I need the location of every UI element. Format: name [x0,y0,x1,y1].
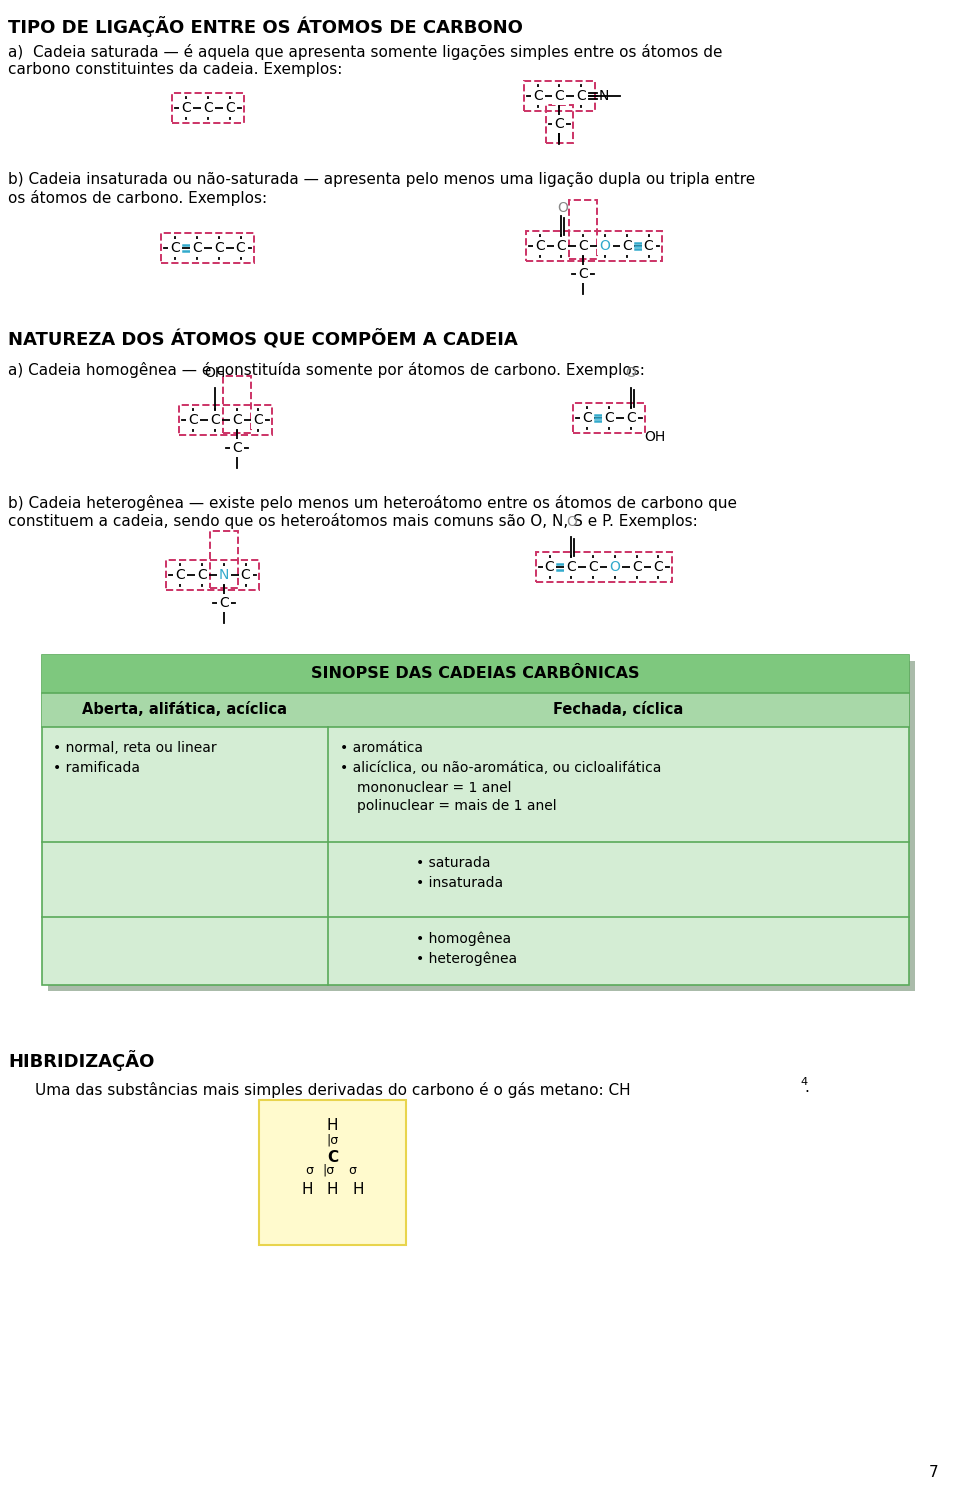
Text: σ: σ [305,1164,313,1178]
Text: Uma das substâncias mais simples derivadas do carbono é o gás metano: CH: Uma das substâncias mais simples derivad… [35,1083,631,1097]
Text: SINOPSE DAS CADEIAS CARBÔNICAS: SINOPSE DAS CADEIAS CARBÔNICAS [311,666,639,681]
Text: C: C [253,413,263,427]
FancyBboxPatch shape [48,662,915,990]
Text: C: C [557,239,566,253]
Text: C: C [204,101,213,114]
Text: C: C [197,568,206,581]
Text: C: C [236,241,246,254]
Text: 4: 4 [800,1077,807,1087]
Text: Fechada, cíclica: Fechada, cíclica [553,702,684,718]
Text: • homogênea: • homogênea [416,931,511,946]
Text: C: C [219,596,228,610]
Text: OH: OH [644,430,666,445]
Text: • ramificada: • ramificada [54,761,140,775]
Text: C: C [231,442,242,455]
Text: N: N [599,89,610,103]
Text: C: C [176,568,185,581]
Text: C: C [241,568,251,581]
Text: • saturada: • saturada [416,857,491,870]
Text: carbono constituintes da cadeia. Exemplos:: carbono constituintes da cadeia. Exemplo… [8,62,343,77]
Text: TIPO DE LIGAÇÃO ENTRE OS ÁTOMOS DE CARBONO: TIPO DE LIGAÇÃO ENTRE OS ÁTOMOS DE CARBO… [8,16,523,37]
Text: O: O [600,239,611,253]
Text: |σ: |σ [326,1133,339,1146]
Text: C: C [643,239,654,253]
Text: C: C [626,410,636,425]
Text: C: C [622,239,632,253]
FancyBboxPatch shape [41,654,909,693]
Text: N: N [219,568,229,581]
Text: Aberta, alifática, acíclica: Aberta, alifática, acíclica [83,702,287,718]
Text: H: H [327,1118,339,1133]
Text: NATUREZA DOS ÁTOMOS QUE COMPÕEM A CADEIA: NATUREZA DOS ÁTOMOS QUE COMPÕEM A CADEIA [8,330,517,349]
Text: O: O [625,366,636,381]
Text: C: C [544,561,555,574]
Text: a) Cadeia homogênea — é constituída somente por átomos de carbono. Exemplos:: a) Cadeia homogênea — é constituída some… [8,361,645,378]
Text: C: C [578,268,588,281]
Text: C: C [583,410,592,425]
Text: C: C [533,89,542,103]
Text: b) Cadeia insaturada ou não-saturada — apresenta pelo menos uma ligação dupla ou: b) Cadeia insaturada ou não-saturada — a… [8,172,756,187]
Text: • insaturada: • insaturada [416,876,503,891]
Text: H: H [352,1182,364,1197]
Text: C: C [170,241,180,254]
Text: O: O [565,515,577,529]
Text: os átomos de carbono. Exemplos:: os átomos de carbono. Exemplos: [8,190,267,207]
Text: constituem a cadeia, sendo que os heteroátomos mais comuns são O, N, S e P. Exem: constituem a cadeia, sendo que os hetero… [8,513,698,529]
Text: C: C [327,1149,338,1164]
FancyBboxPatch shape [41,693,909,727]
Text: C: C [654,561,663,574]
Text: C: C [632,561,641,574]
Text: C: C [210,413,220,427]
Text: C: C [566,561,576,574]
FancyBboxPatch shape [41,654,909,984]
Text: H: H [301,1182,313,1197]
Text: C: C [555,117,564,131]
Text: C: C [225,101,234,114]
Text: polinuclear = mais de 1 anel: polinuclear = mais de 1 anel [357,799,557,813]
Text: H: H [327,1182,339,1197]
Text: |σ: |σ [323,1164,335,1178]
FancyBboxPatch shape [259,1100,406,1245]
Text: b) Cadeia heterogênea — existe pelo menos um heteroátomo entre os átomos de carb: b) Cadeia heterogênea — existe pelo meno… [8,495,737,512]
Text: a)  Cadeia saturada — é aquela que apresenta somente ligações simples entre os á: a) Cadeia saturada — é aquela que aprese… [8,45,723,59]
Text: C: C [604,410,613,425]
Text: mononuclear = 1 anel: mononuclear = 1 anel [357,781,512,796]
Text: C: C [214,241,224,254]
Text: • heterogênea: • heterogênea [416,952,517,965]
Text: • normal, reta ou linear: • normal, reta ou linear [54,741,217,755]
Text: C: C [576,89,587,103]
Text: O: O [557,201,568,216]
Text: C: C [535,239,544,253]
Text: C: C [181,101,191,114]
Text: C: C [192,241,202,254]
Text: .: . [804,1080,809,1094]
Text: C: C [231,413,242,427]
Text: C: C [555,89,564,103]
Text: OH: OH [204,366,226,381]
Text: C: C [578,239,588,253]
Text: 7: 7 [929,1465,939,1480]
Text: HIBRIDIZAÇÃO: HIBRIDIZAÇÃO [8,1050,155,1071]
Text: • alicíclica, ou não-aromática, ou cicloalifática: • alicíclica, ou não-aromática, ou ciclo… [340,761,661,775]
Text: σ: σ [348,1164,356,1178]
Text: C: C [188,413,198,427]
Text: • aromática: • aromática [340,741,422,755]
Text: O: O [610,561,620,574]
Text: C: C [588,561,598,574]
